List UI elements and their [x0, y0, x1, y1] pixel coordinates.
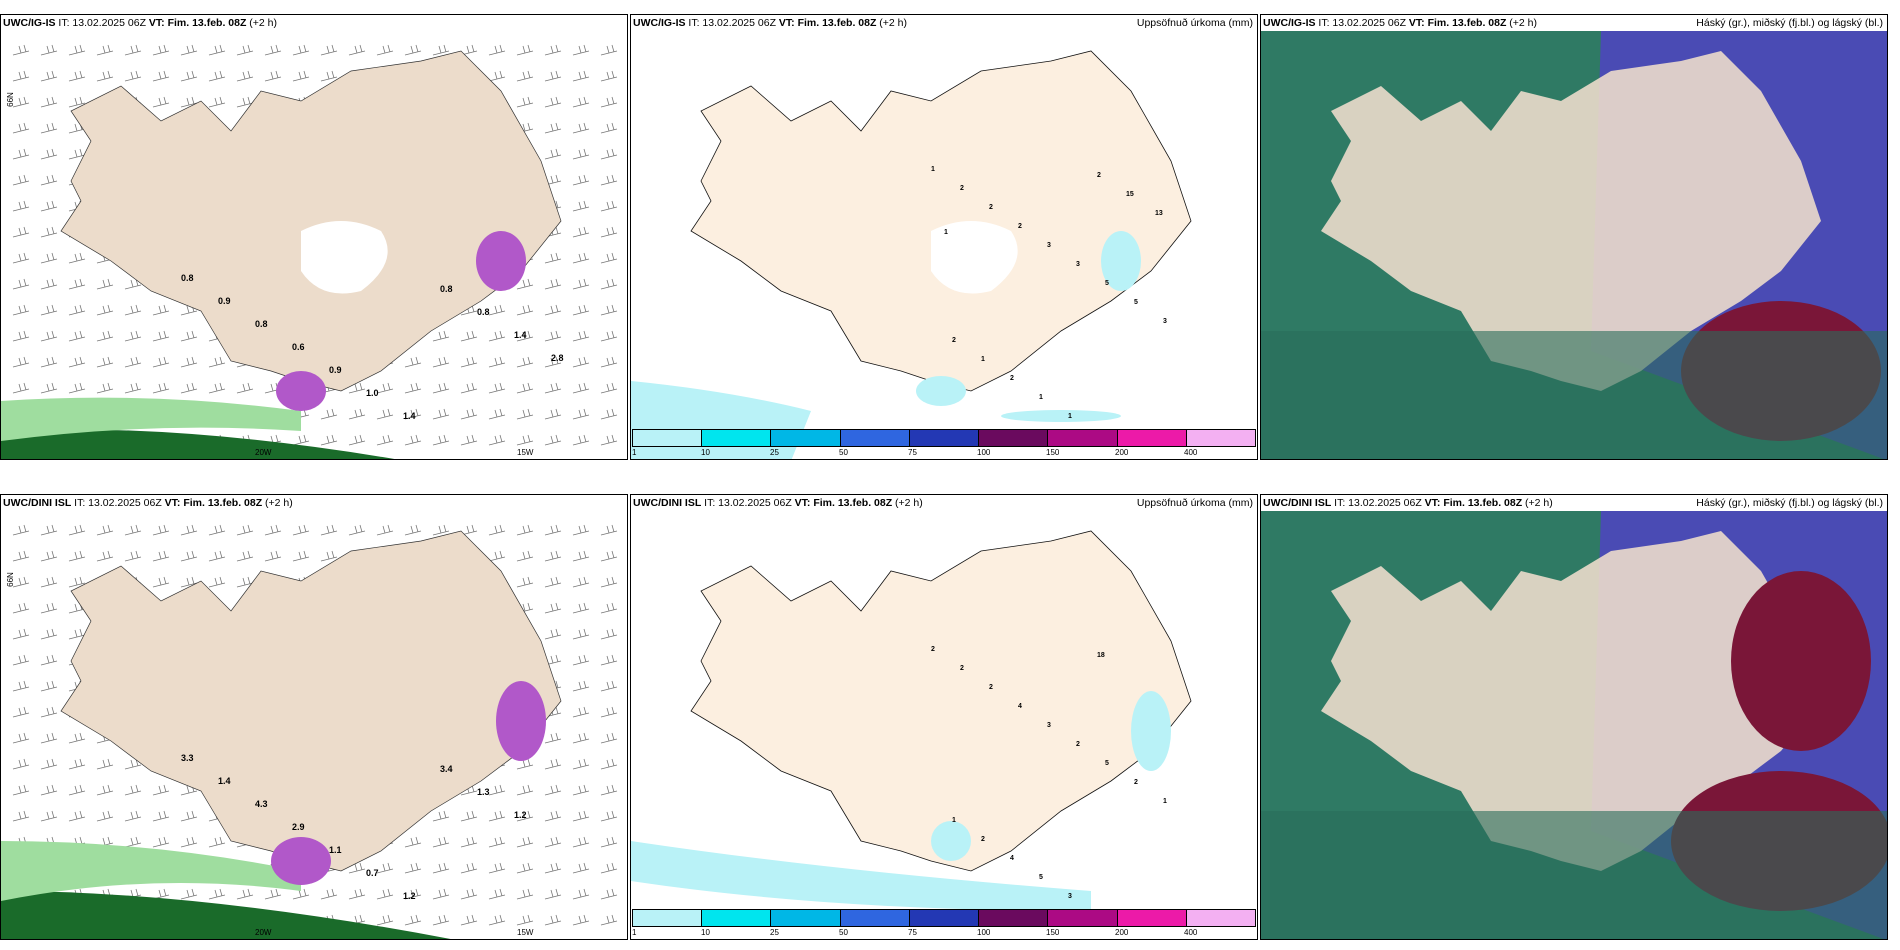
precip-value-label: 3	[1163, 318, 1167, 325]
wind-value-label: 0.8	[477, 307, 490, 317]
precip-value-label: 4	[1018, 703, 1022, 710]
precip-value-label: 18	[1097, 652, 1105, 659]
precip-value-label: 2	[960, 185, 964, 192]
wind-map: 0.8 0.9 0.8 0.6 0.9 1.0 1.4 0.8 0.8 1.4 2.8	[1, 31, 627, 459]
colorbar-ticks: 1 10 25 50 75 100 150 200 400	[632, 448, 1198, 457]
precip-value-label: 1	[952, 817, 956, 824]
precip-colorbar: 1 10 25 50 75 100 150 200 400	[632, 429, 1256, 457]
panel-header: UWC/DINI ISL IT: 13.02.2025 06Z VT: Fim.…	[3, 497, 293, 509]
precip-map-panel-top: UWC/IG-IS IT: 13.02.2025 06Z VT: Fim. 13…	[630, 14, 1258, 460]
iceland-landmass	[60, 50, 562, 392]
wind-value-label: 1.2	[403, 891, 416, 901]
wind-value-label: 0.6	[292, 342, 305, 352]
wind-value-label: 0.9	[329, 365, 342, 375]
colorbar-swatches	[632, 429, 1256, 447]
wind-value-label: 3.3	[181, 753, 194, 763]
wind-value-label: 1.4	[218, 776, 231, 786]
wind-value-label: 0.7	[366, 868, 379, 878]
wind-value-label: 1.4	[514, 330, 527, 340]
precip-value-label: 1	[1068, 413, 1072, 420]
precip-value-label: 13	[1155, 210, 1163, 217]
precip-value-label: 2	[989, 204, 993, 211]
precip-value-label: 2	[1076, 741, 1080, 748]
lon-label-15w: 15W	[517, 928, 534, 937]
wind-value-label: 0.8	[255, 319, 268, 329]
wind-value-label: 2.8	[551, 353, 564, 363]
precip-value-label: 2	[981, 836, 985, 843]
lon-label-20w: 20W	[255, 448, 272, 457]
precip-value-label: 3	[1068, 893, 1072, 900]
wind-map-panel-top: UWC/IG-IS IT: 13.02.2025 06Z VT: Fim. 13…	[0, 14, 628, 460]
panel-header: UWC/DINI ISL IT: 13.02.2025 06Z VT: Fim.…	[1263, 497, 1883, 509]
wind-map: 3.3 1.4 4.3 2.9 1.1 0.7 1.2 3.4 1.3 1.2	[1, 511, 627, 939]
precip-value-label: 5	[1039, 874, 1043, 881]
precip-value-label: 1	[944, 229, 948, 236]
precip-value-label: 4	[1010, 855, 1014, 862]
precip-value-label: 2	[1134, 779, 1138, 786]
lon-label-15w: 15W	[517, 448, 534, 457]
precip-value-label: 2	[1097, 172, 1101, 179]
panel-header: UWC/IG-IS IT: 13.02.2025 06Z VT: Fim. 13…	[1263, 17, 1883, 29]
precip-value-label: 3	[1076, 261, 1080, 268]
precip-value-label: 15	[1126, 191, 1134, 198]
wind-map-panel-bottom: UWC/DINI ISL IT: 13.02.2025 06Z VT: Fim.…	[0, 494, 628, 940]
wind-value-label: 0.8	[181, 273, 194, 283]
cloud-map	[1261, 511, 1887, 939]
precip-map: 1 2 2 2 3 3 5 5 3 2 1 2 1 1 2 15 13 1	[631, 31, 1257, 459]
precip-value-label: 2	[1010, 375, 1014, 382]
precip-map: 2 2 2 4 3 2 5 2 1 1 2 4 5 3 18	[631, 511, 1257, 939]
cloud-map-panel-top: UWC/IG-IS IT: 13.02.2025 06Z VT: Fim. 13…	[1260, 14, 1888, 460]
precip-value-label: 5	[1105, 760, 1109, 767]
precip-colorbar: 1 10 25 50 75 100 150 200 400	[632, 909, 1256, 937]
lat-label-66n: 66N	[5, 572, 15, 587]
precip-value-label: 2	[1018, 223, 1022, 230]
colorbar-swatches	[632, 909, 1256, 927]
precip-value-label: 2	[952, 337, 956, 344]
iceland-landmass	[690, 50, 1192, 392]
wind-value-label: 1.3	[477, 787, 490, 797]
wind-value-label: 1.1	[329, 845, 342, 855]
precip-value-label: 5	[1105, 280, 1109, 287]
wind-value-label: 2.9	[292, 822, 305, 832]
wind-value-label: 1.0	[366, 388, 379, 398]
wind-value-label: 1.4	[403, 411, 416, 421]
precip-value-label: 1	[1039, 394, 1043, 401]
precip-value-label: 1	[1163, 798, 1167, 805]
lat-label-66n: 66N	[5, 92, 15, 107]
iceland-landmass	[60, 530, 562, 872]
precip-value-label: 5	[1134, 299, 1138, 306]
panel-header: UWC/IG-IS IT: 13.02.2025 06Z VT: Fim. 13…	[633, 17, 1253, 29]
wind-value-label: 4.3	[255, 799, 268, 809]
wind-value-label: 0.9	[218, 296, 231, 306]
cloud-map-panel-bottom: UWC/DINI ISL IT: 13.02.2025 06Z VT: Fim.…	[1260, 494, 1888, 940]
lon-label-20w: 20W	[255, 928, 272, 937]
wind-value-label: 3.4	[440, 764, 453, 774]
cloud-map	[1261, 31, 1887, 459]
precip-value-label: 2	[960, 665, 964, 672]
precip-value-label: 3	[1047, 722, 1051, 729]
precip-map-panel-bottom: UWC/DINI ISL IT: 13.02.2025 06Z VT: Fim.…	[630, 494, 1258, 940]
colorbar-ticks: 1 10 25 50 75 100 150 200 400	[632, 928, 1198, 937]
panel-header: UWC/IG-IS IT: 13.02.2025 06Z VT: Fim. 13…	[3, 17, 278, 29]
wind-value-label: 1.2	[514, 810, 527, 820]
precip-value-label: 2	[989, 684, 993, 691]
wind-value-label: 0.8	[440, 284, 453, 294]
precip-value-label: 3	[1047, 242, 1051, 249]
panel-header: UWC/DINI ISL IT: 13.02.2025 06Z VT: Fim.…	[633, 497, 1253, 509]
precip-value-label: 1	[931, 166, 935, 173]
precip-value-label: 2	[931, 646, 935, 653]
precip-value-label: 1	[981, 356, 985, 363]
iceland-landmass	[690, 530, 1192, 872]
